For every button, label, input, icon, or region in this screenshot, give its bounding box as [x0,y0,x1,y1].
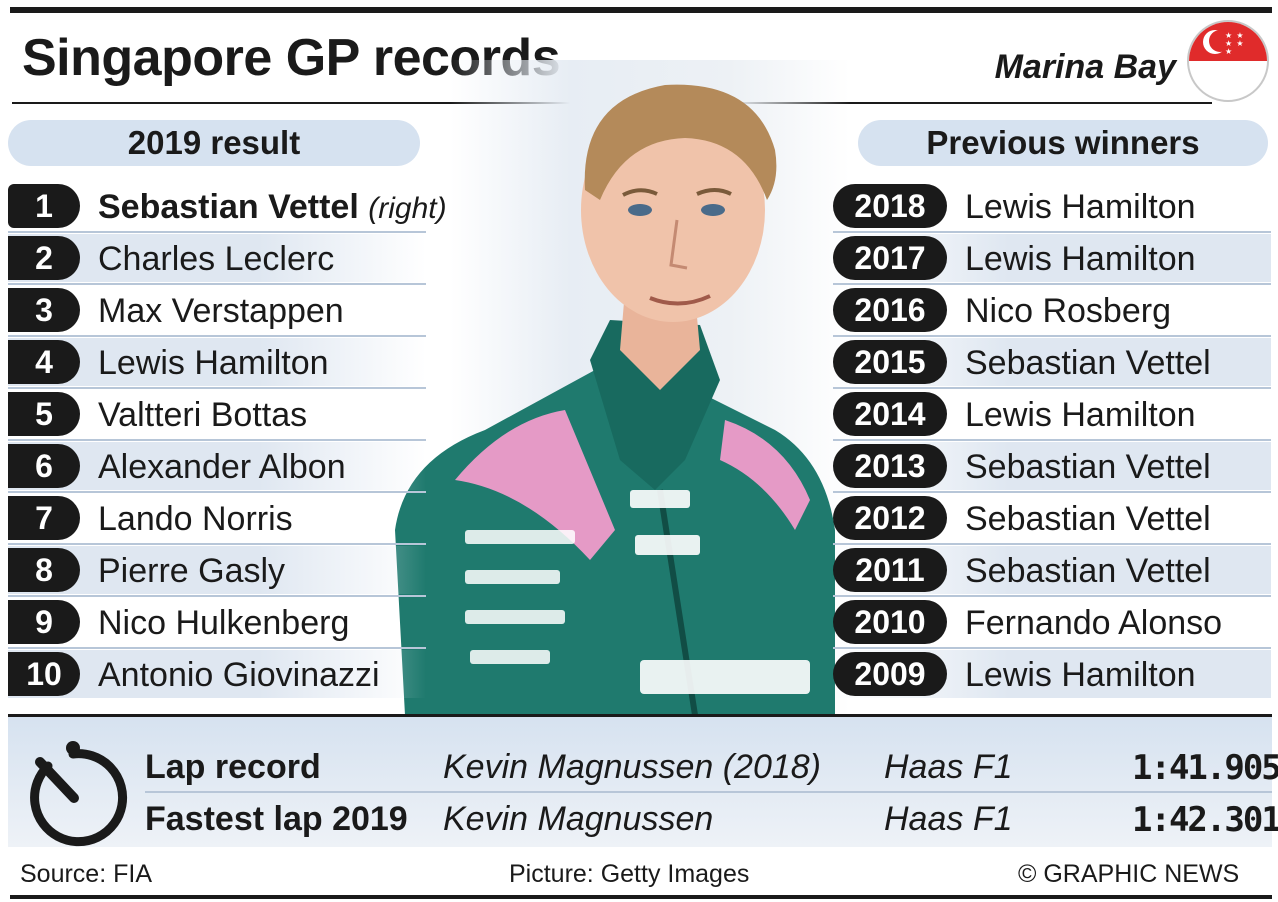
winner-name: Fernando Alonso [965,604,1223,642]
year-badge: 2010 [833,600,947,644]
position-badge: 5 [8,392,80,436]
winner-row: 2013 Sebastian Vettel [833,442,1271,493]
winner-row: 2011 Sebastian Vettel [833,546,1271,597]
venue-label: Marina Bay [994,48,1176,86]
winner-row: 2009 Lewis Hamilton [833,650,1271,698]
winner-name: Sebastian Vettel [965,500,1211,538]
year-badge: 2012 [833,496,947,540]
winner-row: 2015 Sebastian Vettel [833,338,1271,389]
winner-row: 2016 Nico Rosberg [833,286,1271,337]
winner-name: Lewis Hamilton [965,240,1196,278]
year-badge: 2017 [833,236,947,280]
result-row: 1 Sebastian Vettel (right) [8,182,447,233]
winner-name: Lewis Hamilton [965,188,1196,226]
fastest-lap-time: 1:42.301 [1132,800,1278,840]
winner-row: 2017 Lewis Hamilton [833,234,1271,285]
stopwatch-icon [30,741,127,847]
driver-name: Charles Leclerc [98,240,335,278]
winner-name: Lewis Hamilton [965,656,1196,694]
singapore-flag-icon: ★ ★ ★ ★ ★ [1187,20,1269,102]
driver-name: Max Verstappen [98,292,344,330]
position-badge: 7 [8,496,80,540]
driver-name: Pierre Gasly [98,552,286,590]
position-badge: 6 [8,444,80,488]
driver-name: Valtteri Bottas [98,396,308,434]
winner-name: Sebastian Vettel [965,448,1211,486]
result-row: 6 Alexander Albon [8,442,426,493]
winner-name: Nico Rosberg [965,292,1171,330]
winner-name: Sebastian Vettel [965,552,1211,590]
result-row: 4 Lewis Hamilton [8,338,426,389]
fastest-lap-team: Haas F1 [884,800,1013,838]
winner-name: Sebastian Vettel [965,344,1211,382]
result-row: 9 Nico Hulkenberg [8,598,426,649]
lap-record-team: Haas F1 [884,748,1013,786]
winner-row: 2018 Lewis Hamilton [833,182,1271,233]
driver-note: (right) [368,192,447,225]
year-badge: 2009 [833,652,947,696]
year-badge: 2016 [833,288,947,332]
year-badge: 2011 [833,548,947,592]
driver-name: Sebastian Vettel (right) [98,188,447,227]
lap-record-time: 1:41.905 [1132,748,1278,788]
picture-credit: Picture: Getty Images [509,860,750,888]
lap-record-driver: Kevin Magnussen (2018) [443,748,822,786]
previous-winners-heading: Previous winners [858,120,1268,166]
year-badge: 2018 [833,184,947,228]
result-row: 5 Valtteri Bottas [8,390,426,441]
result-row: 7 Lando Norris [8,494,426,545]
driver-name: Alexander Albon [98,448,346,486]
year-badge: 2015 [833,340,947,384]
driver-name: Antonio Giovinazzi [98,656,380,694]
winner-row: 2010 Fernando Alonso [833,598,1271,649]
driver-name: Lando Norris [98,500,293,538]
position-badge: 9 [8,600,80,644]
driver-name-text: Sebastian Vettel [98,188,359,226]
driver-name: Nico Hulkenberg [98,604,350,642]
position-badge: 10 [8,652,80,696]
winner-name: Lewis Hamilton [965,396,1196,434]
result-row: 2 Charles Leclerc [8,234,426,285]
records-divider [145,791,1272,793]
fastest-lap-driver: Kevin Magnussen [443,800,714,838]
result-2019-heading: 2019 result [8,120,420,166]
winner-row: 2014 Lewis Hamilton [833,390,1271,441]
position-badge: 3 [8,288,80,332]
lap-record-label: Lap record [145,748,321,786]
position-badge: 8 [8,548,80,592]
winner-row: 2012 Sebastian Vettel [833,494,1271,545]
result-row: 10 Antonio Giovinazzi [8,650,426,698]
records-top-rule [8,714,1272,717]
driver-name: Lewis Hamilton [98,344,329,382]
result-row: 3 Max Verstappen [8,286,426,337]
year-badge: 2014 [833,392,947,436]
year-badge: 2013 [833,444,947,488]
position-badge: 1 [8,184,80,228]
top-rule [10,7,1272,13]
fastest-lap-label: Fastest lap 2019 [145,800,408,838]
position-badge: 4 [8,340,80,384]
records-panel [8,717,1272,847]
result-row: 8 Pierre Gasly [8,546,426,597]
bottom-rule [10,895,1272,899]
driver-photo [395,84,835,715]
source-credit: Source: FIA [20,860,152,888]
position-badge: 2 [8,236,80,280]
copyright-credit: © GRAPHIC NEWS [1018,860,1240,888]
